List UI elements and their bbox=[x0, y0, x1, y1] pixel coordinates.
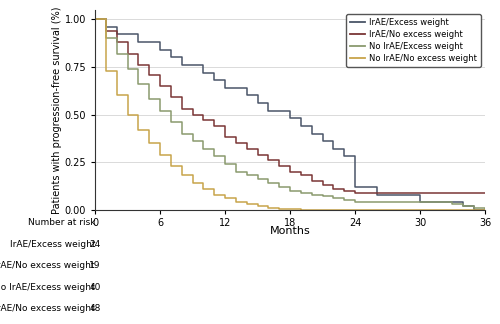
Text: IrAE/Excess weight: IrAE/Excess weight bbox=[10, 240, 95, 249]
Text: 40: 40 bbox=[90, 283, 101, 292]
Text: 6: 6 bbox=[157, 218, 163, 228]
Text: Months: Months bbox=[270, 226, 310, 236]
Text: 19: 19 bbox=[89, 261, 101, 270]
Text: 36: 36 bbox=[479, 218, 491, 228]
Text: 12: 12 bbox=[219, 218, 231, 228]
Text: Number at risk: Number at risk bbox=[28, 218, 95, 227]
Text: 0: 0 bbox=[92, 218, 98, 228]
Legend: IrAE/Excess weight, IrAE/No excess weight, No IrAE/Excess weight, No IrAE/No exc: IrAE/Excess weight, IrAE/No excess weigh… bbox=[346, 14, 481, 67]
Text: 30: 30 bbox=[414, 218, 426, 228]
Text: No IrAE/Excess weight: No IrAE/Excess weight bbox=[0, 283, 95, 292]
Text: 24: 24 bbox=[90, 240, 101, 249]
Text: IrAE/No excess weight: IrAE/No excess weight bbox=[0, 261, 95, 270]
Text: 18: 18 bbox=[284, 218, 296, 228]
Text: 24: 24 bbox=[349, 218, 361, 228]
Y-axis label: Patients with progression-free survival (%): Patients with progression-free survival … bbox=[52, 6, 62, 214]
Text: No IrAE/No excess weight: No IrAE/No excess weight bbox=[0, 305, 95, 313]
Text: 48: 48 bbox=[90, 305, 101, 313]
